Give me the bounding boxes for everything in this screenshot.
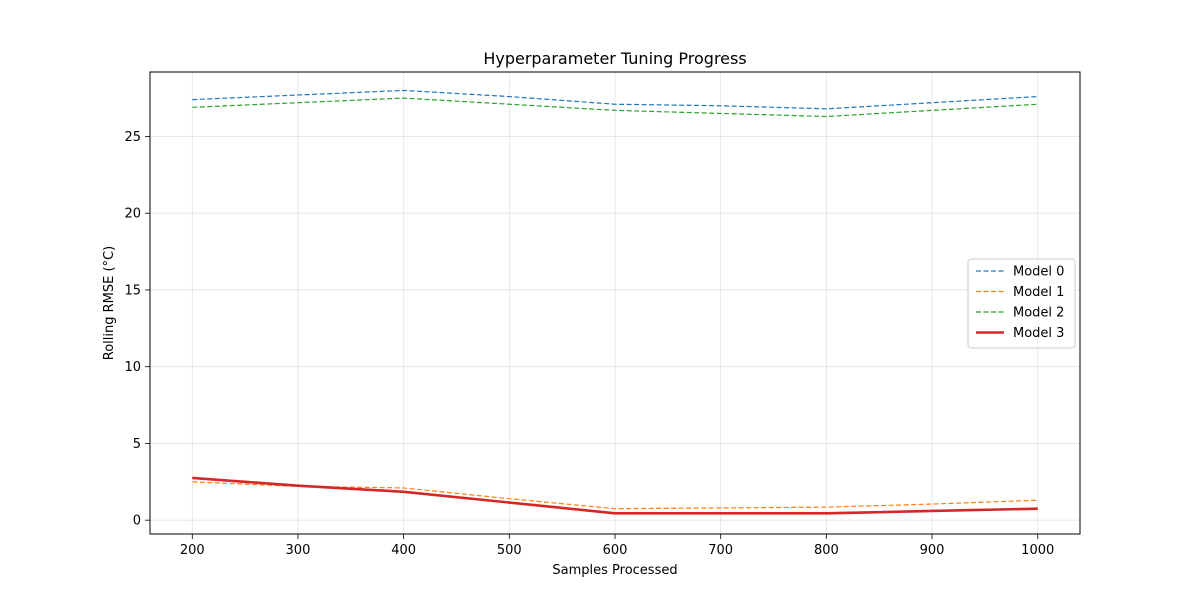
series-line-model-3	[192, 476, 1038, 515]
x-tick-label: 700	[708, 543, 733, 558]
x-tick-label: 200	[180, 543, 205, 558]
y-tick-label: 10	[124, 360, 141, 375]
x-tick-label: 400	[391, 543, 416, 558]
legend-label-model-2: Model 2	[1013, 306, 1064, 321]
series-line-model-0	[192, 89, 1038, 110]
x-tick-label: 900	[920, 543, 945, 558]
y-axis-label: Rolling RMSE (°C)	[102, 246, 117, 360]
axis-ticks: 200 300 400 500 600 700 800 900 1000 0 5 10 15 20 25	[124, 130, 1054, 558]
chart-title: Hyperparameter Tuning Progress	[483, 49, 746, 68]
legend-label-model-0: Model 0	[1013, 265, 1064, 280]
series-line-model-1	[192, 481, 1038, 510]
x-tick-label: 1000	[1021, 543, 1054, 558]
y-tick-label: 15	[124, 283, 141, 298]
legend: Model 0 Model 1 Model 2 Model 3	[967, 258, 1076, 349]
series-line-model-2	[192, 97, 1038, 118]
grid	[150, 72, 1080, 534]
x-tick-label: 600	[603, 543, 628, 558]
x-tick-label: 800	[814, 543, 839, 558]
legend-box	[967, 258, 1076, 349]
x-axis-label: Samples Processed	[552, 563, 677, 578]
x-tick-label: 500	[497, 543, 522, 558]
y-tick-label: 5	[133, 437, 141, 452]
legend-label-model-3: Model 3	[1013, 326, 1064, 341]
y-tick-label: 20	[124, 207, 141, 222]
x-tick-label: 300	[286, 543, 311, 558]
legend-label-model-1: Model 1	[1013, 285, 1064, 300]
series-lines	[192, 89, 1038, 515]
y-tick-label: 0	[133, 514, 141, 529]
y-tick-label: 25	[124, 130, 141, 145]
